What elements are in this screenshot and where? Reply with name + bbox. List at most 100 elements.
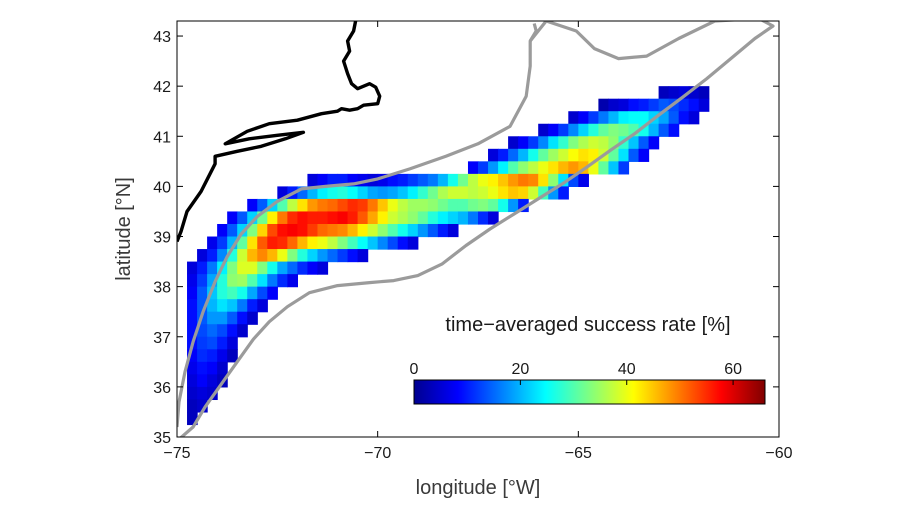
heatmap-cell bbox=[377, 223, 389, 238]
heatmap-cell bbox=[638, 123, 650, 137]
heatmap-cell bbox=[187, 274, 198, 288]
heatmap-cell bbox=[457, 173, 469, 187]
heatmap-cell bbox=[187, 399, 198, 413]
heatmap-cell bbox=[227, 311, 238, 325]
heatmap-cell bbox=[227, 274, 238, 288]
y-tick-label: 39 bbox=[153, 230, 171, 247]
heatmap-cell bbox=[337, 211, 349, 225]
heatmap-cell bbox=[287, 198, 298, 213]
heatmap-cell bbox=[287, 236, 298, 250]
heatmap-cell bbox=[277, 186, 288, 200]
heatmap-cell bbox=[207, 299, 218, 313]
heatmap-cell bbox=[327, 186, 339, 200]
heatmap-cell bbox=[377, 211, 389, 225]
heatmap-cell bbox=[568, 123, 579, 137]
heatmap-cell bbox=[347, 211, 359, 225]
heatmap-cell bbox=[307, 186, 319, 200]
heatmap-cell bbox=[558, 161, 569, 175]
x-axis-ticks: −75 −70 −65 −60 bbox=[163, 21, 793, 462]
heatmap-cell bbox=[558, 173, 569, 187]
heatmap-cell bbox=[508, 186, 519, 200]
heatmap-cell bbox=[568, 111, 579, 125]
heatmap-cell bbox=[478, 186, 489, 200]
heatmap-cell bbox=[467, 161, 479, 175]
y-tick-label: 43 bbox=[153, 29, 171, 46]
heatmap-cell bbox=[197, 286, 208, 300]
heatmap-cell bbox=[227, 236, 238, 250]
plot-frame bbox=[176, 20, 780, 438]
heatmap-cell bbox=[237, 286, 248, 300]
heatmap-cell bbox=[197, 261, 208, 275]
heatmap-cell bbox=[197, 374, 208, 388]
heatmap-cell bbox=[668, 123, 680, 137]
heatmap-cell bbox=[508, 173, 519, 187]
heatmap-cell bbox=[447, 198, 459, 213]
heatmap-cell bbox=[407, 186, 419, 200]
heatmap-cell bbox=[417, 223, 429, 238]
heatmap-cell bbox=[197, 249, 208, 263]
heatmap-cell bbox=[427, 186, 439, 200]
axes: −75 −70 −65 −60 35 36 37 38 39 40 41 42 43 bbox=[153, 20, 793, 462]
heatmap-cell bbox=[528, 136, 539, 150]
heatmap-cell bbox=[578, 123, 589, 137]
heatmap-cell bbox=[217, 223, 228, 238]
heatmap-cells bbox=[187, 86, 710, 426]
heatmap-cell bbox=[237, 324, 248, 338]
heatmap-cell bbox=[638, 148, 650, 162]
heatmap-cell bbox=[648, 123, 660, 137]
heatmap-cell bbox=[427, 198, 439, 213]
heatmap-cell bbox=[548, 186, 559, 200]
heatmap-cell bbox=[688, 86, 700, 100]
heatmap-cell bbox=[678, 111, 690, 125]
heatmap-cell bbox=[528, 148, 539, 162]
heatmap-cell bbox=[698, 86, 710, 100]
heatmap-cell bbox=[628, 136, 640, 150]
heatmap-cell bbox=[237, 249, 248, 263]
heatmap-cell bbox=[498, 148, 509, 162]
heatmap-cell bbox=[457, 211, 469, 225]
heatmap-cell bbox=[568, 136, 579, 150]
heatmap-cell bbox=[548, 173, 559, 187]
heatmap-cell bbox=[467, 173, 479, 187]
heatmap-cell bbox=[608, 111, 620, 125]
heatmap-cell bbox=[267, 223, 278, 238]
heatmap-cell bbox=[488, 198, 499, 213]
heatmap-cell bbox=[287, 261, 298, 275]
heatmap-cell bbox=[407, 173, 419, 187]
heatmap-cell bbox=[618, 98, 630, 112]
heatmap-cell bbox=[698, 98, 710, 112]
x-axis-title: longitude [°W] bbox=[416, 477, 541, 499]
colorbar-title: time−averaged success rate [%] bbox=[445, 314, 730, 336]
heatmap-cell bbox=[467, 198, 479, 213]
heatmap-cell bbox=[397, 223, 409, 238]
heatmap-cell bbox=[197, 299, 208, 313]
heatmap-cell bbox=[217, 249, 228, 263]
heatmap-cell bbox=[508, 136, 519, 150]
heatmap-cell bbox=[277, 236, 288, 250]
heatmap-cell bbox=[307, 249, 319, 263]
heatmap-cell bbox=[598, 98, 610, 112]
heatmap-cell bbox=[217, 311, 228, 325]
heatmap-cell bbox=[407, 198, 419, 213]
heatmap-cell bbox=[197, 361, 208, 375]
heatmap-cell bbox=[558, 186, 569, 200]
heatmap-cell bbox=[377, 236, 389, 250]
x-tick-label: −70 bbox=[364, 445, 391, 462]
y-axis-ticks: 35 36 37 38 39 40 41 42 43 bbox=[153, 29, 779, 447]
heatmap-cell bbox=[247, 211, 258, 225]
heatmap-cell bbox=[658, 98, 670, 112]
heatmap-cell bbox=[297, 211, 309, 225]
heatmap-cell bbox=[457, 186, 469, 200]
heatmap-cell bbox=[287, 211, 298, 225]
heatmap-cell bbox=[528, 173, 539, 187]
heatmap-cell bbox=[187, 261, 198, 275]
heatmap-cell bbox=[277, 274, 288, 288]
heatmap-cell bbox=[187, 374, 198, 388]
heatmap-cell bbox=[237, 261, 248, 275]
heatmap-cell bbox=[407, 236, 419, 250]
heatmap-cell bbox=[207, 286, 218, 300]
heatmap-cell bbox=[227, 299, 238, 313]
heatmap-cell bbox=[317, 198, 329, 213]
heatmap-cell bbox=[508, 161, 519, 175]
heatmap-cell bbox=[437, 211, 449, 225]
